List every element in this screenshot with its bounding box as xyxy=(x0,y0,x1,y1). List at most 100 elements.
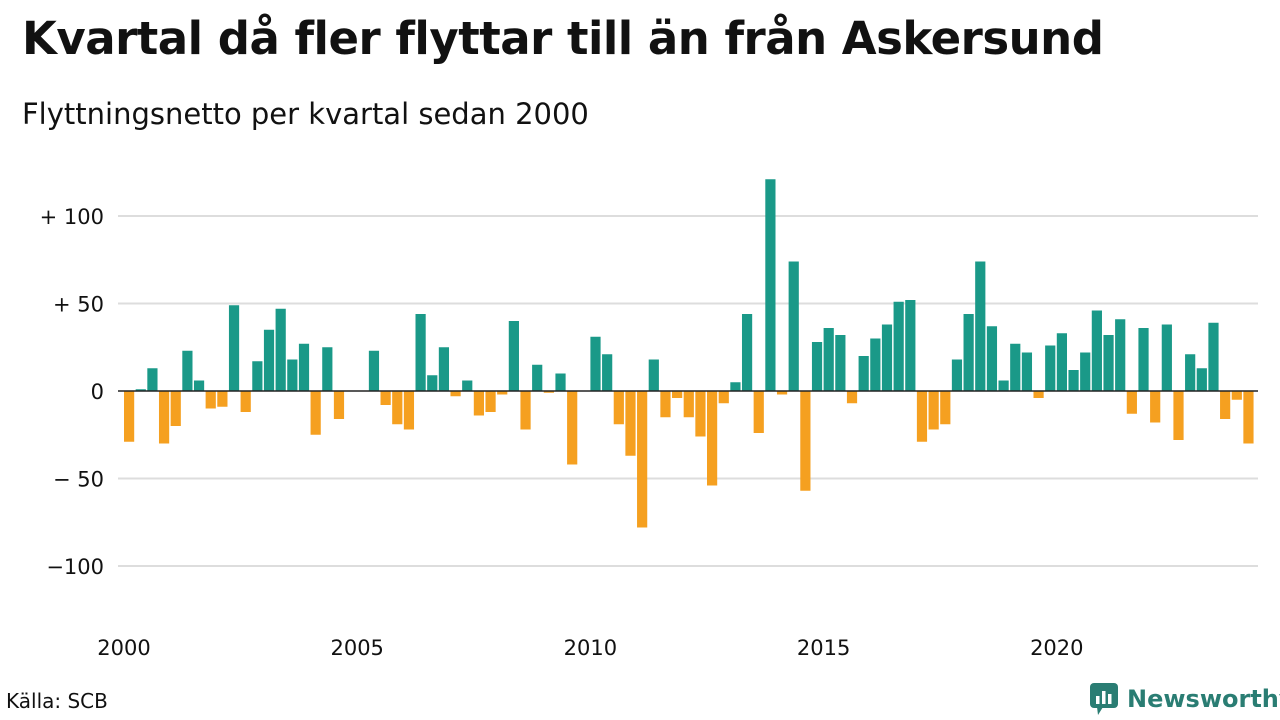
bar xyxy=(1208,322,1219,391)
bar xyxy=(298,343,310,391)
chart-bubble-icon xyxy=(1090,683,1118,715)
bar xyxy=(1045,345,1056,391)
bar xyxy=(928,391,939,430)
bar xyxy=(846,391,858,404)
bar xyxy=(951,359,963,391)
bar xyxy=(893,301,904,391)
brand-name: Newsworthy xyxy=(1127,685,1280,713)
bar xyxy=(497,391,508,395)
bar xyxy=(683,391,694,418)
bar xyxy=(135,389,146,391)
bar xyxy=(1196,368,1207,391)
bar xyxy=(776,391,788,395)
bar xyxy=(660,391,671,418)
bar xyxy=(147,368,158,391)
bar xyxy=(1080,352,1091,391)
bar xyxy=(240,391,251,412)
bar xyxy=(1103,335,1114,391)
bar xyxy=(1056,333,1067,391)
bar xyxy=(590,336,601,391)
bar xyxy=(1021,352,1033,391)
bar xyxy=(415,314,426,391)
bar xyxy=(1150,391,1161,423)
bar xyxy=(1115,319,1126,391)
bar xyxy=(485,391,496,412)
bar xyxy=(532,364,543,391)
bar xyxy=(567,391,578,465)
bar xyxy=(252,361,263,391)
y-tick-label: −100 xyxy=(46,555,104,579)
bar xyxy=(403,391,415,430)
bar xyxy=(438,347,450,391)
bar xyxy=(287,359,298,391)
bar xyxy=(1138,328,1149,391)
bar xyxy=(765,179,776,391)
bar xyxy=(1185,354,1196,391)
x-tick-label: 2015 xyxy=(797,636,850,660)
bar xyxy=(613,391,624,425)
bar xyxy=(427,375,438,391)
bar xyxy=(1243,391,1254,444)
bar xyxy=(835,335,846,391)
bar xyxy=(462,380,473,391)
bar xyxy=(963,314,974,391)
chart-subtitle: Flyttningsnetto per kvartal sedan 2000 xyxy=(22,97,589,131)
bar xyxy=(380,391,391,405)
bar xyxy=(392,391,403,425)
bar xyxy=(543,391,554,393)
bar xyxy=(881,324,893,391)
bar xyxy=(368,350,380,391)
bar xyxy=(672,391,683,398)
bar xyxy=(637,391,648,528)
bar xyxy=(322,347,333,391)
bar xyxy=(450,391,461,397)
brand-logo[interactable]: Newsworthy xyxy=(1089,682,1280,716)
bar xyxy=(1091,310,1102,391)
bar xyxy=(648,359,659,391)
bar xyxy=(275,308,286,391)
bar xyxy=(741,314,753,391)
bar xyxy=(707,391,718,486)
bar xyxy=(124,391,135,442)
bar xyxy=(182,350,193,391)
bar xyxy=(473,391,484,416)
y-tick-label: 0 xyxy=(91,380,104,404)
y-tick-label: + 50 xyxy=(53,293,104,317)
y-tick-label: + 100 xyxy=(40,205,104,229)
bar xyxy=(730,382,741,391)
bar xyxy=(811,342,823,391)
y-tick-label: − 50 xyxy=(53,468,104,492)
bar xyxy=(788,261,799,391)
bar xyxy=(205,391,216,409)
x-tick-label: 2000 xyxy=(97,636,150,660)
x-tick-label: 2005 xyxy=(330,636,383,660)
bar xyxy=(310,391,321,435)
bar xyxy=(520,391,531,430)
bar xyxy=(228,305,240,391)
bar xyxy=(1161,324,1172,391)
bar xyxy=(823,328,834,391)
bar xyxy=(905,300,916,391)
bar xyxy=(975,261,986,391)
bar xyxy=(333,391,345,419)
bar xyxy=(1220,391,1231,419)
bar xyxy=(602,354,613,391)
bar xyxy=(718,391,729,404)
bar xyxy=(1231,391,1242,400)
bar xyxy=(1010,343,1021,391)
bar xyxy=(625,391,636,456)
bar xyxy=(1126,391,1137,414)
bar xyxy=(1033,391,1044,398)
bar xyxy=(263,329,275,391)
bar xyxy=(916,391,928,442)
bar xyxy=(170,391,181,426)
bar xyxy=(1068,370,1079,391)
bar xyxy=(217,391,228,407)
bar xyxy=(998,380,1009,391)
source-label: Källa: SCB xyxy=(6,689,108,713)
bar xyxy=(508,321,519,391)
bar xyxy=(695,391,706,437)
x-tick-label: 2010 xyxy=(564,636,617,660)
bar xyxy=(193,380,205,391)
